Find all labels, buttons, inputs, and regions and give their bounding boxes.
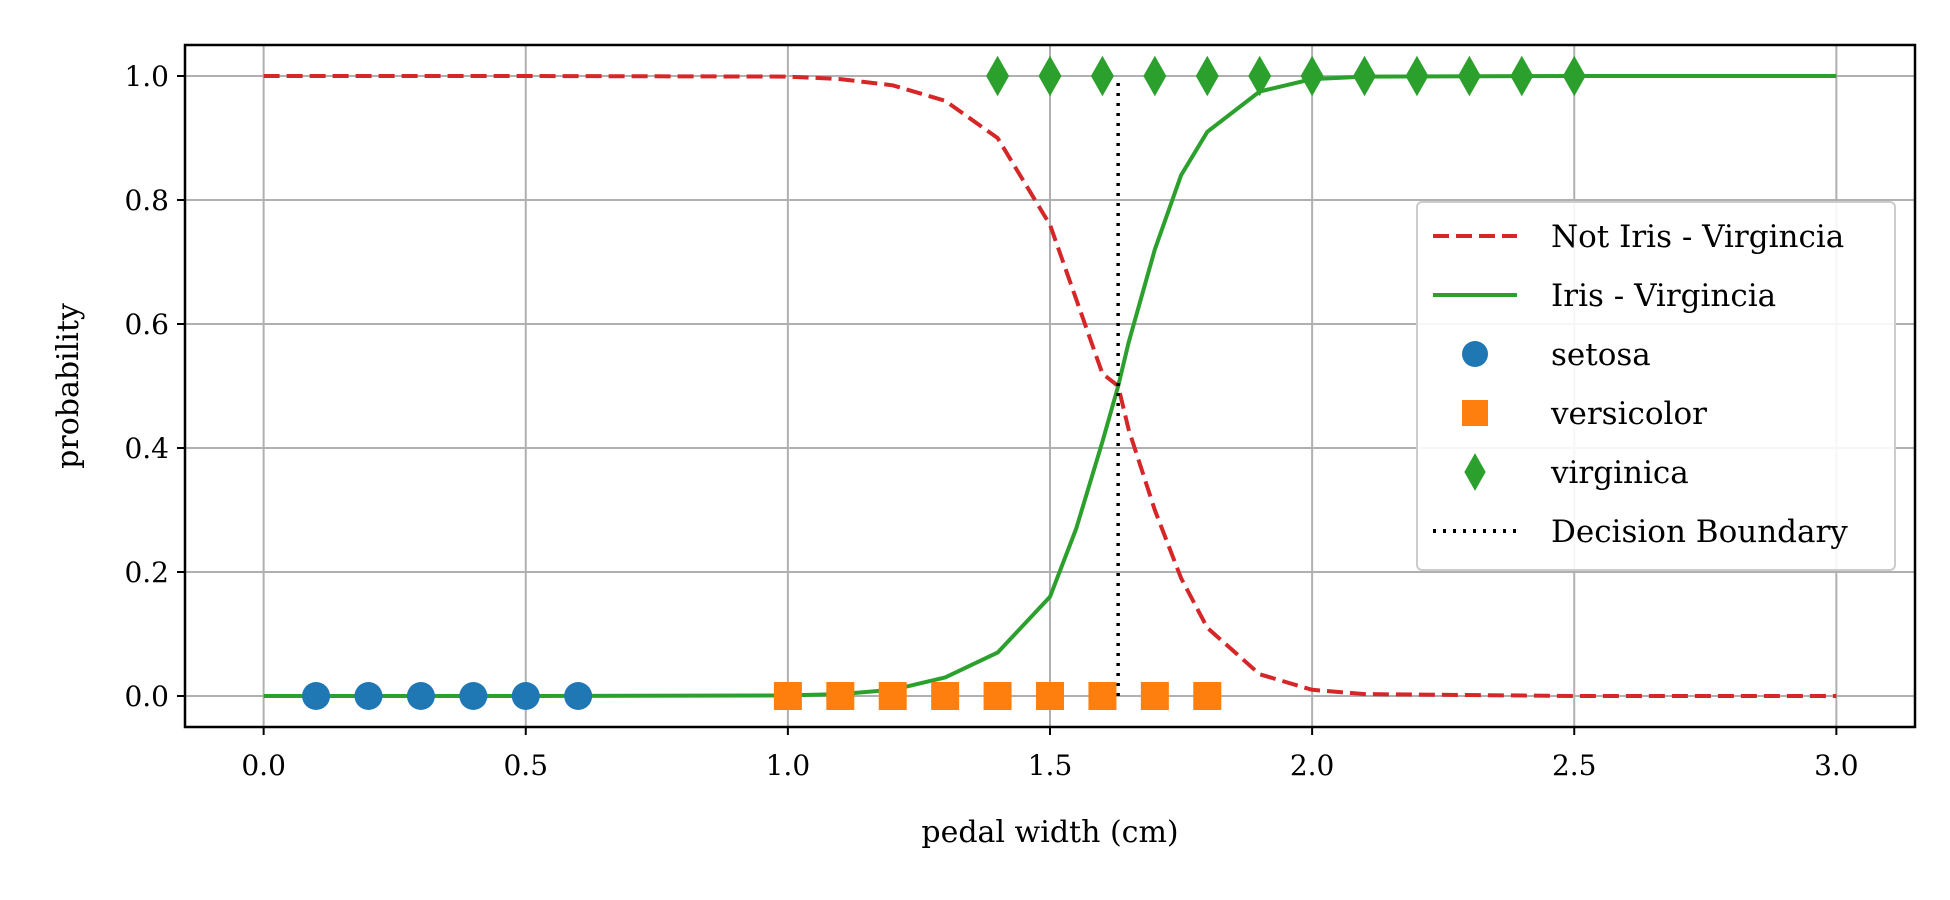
point-setosa-2 bbox=[406, 682, 435, 710]
point-virginica-9 bbox=[1457, 55, 1481, 97]
x-tick-label-3: 1.5 bbox=[1028, 749, 1073, 782]
legend-label-5: Decision Boundary bbox=[1551, 514, 1848, 550]
point-virginica-8 bbox=[1405, 55, 1429, 97]
point-setosa-4 bbox=[511, 682, 540, 710]
point-setosa-0 bbox=[302, 682, 331, 710]
point-virginica-11 bbox=[1562, 55, 1586, 97]
x-tick-label-1: 0.5 bbox=[503, 749, 548, 782]
y-tick-label-1: 0.2 bbox=[124, 556, 169, 589]
point-versicolor-1 bbox=[826, 682, 855, 710]
legend-marker-setosa bbox=[1462, 341, 1488, 367]
x-axis-label: pedal width (cm) bbox=[921, 815, 1178, 850]
point-setosa-5 bbox=[564, 682, 593, 710]
point-virginica-2 bbox=[1090, 55, 1114, 97]
point-setosa-3 bbox=[459, 682, 488, 710]
point-versicolor-2 bbox=[878, 682, 907, 710]
legend-label-3: versicolor bbox=[1550, 396, 1707, 432]
x-tick-label-6: 3.0 bbox=[1814, 749, 1859, 782]
legend: Not Iris - Virgincia Iris - Virgincia seto… bbox=[1416, 201, 1896, 571]
point-virginica-7 bbox=[1353, 55, 1377, 97]
y-tick-label-2: 0.4 bbox=[124, 432, 169, 465]
point-versicolor-8 bbox=[1193, 682, 1222, 710]
legend-label-2: setosa bbox=[1551, 337, 1651, 373]
plot-data bbox=[263, 55, 1837, 710]
point-virginica-1 bbox=[1038, 55, 1062, 97]
point-virginica-3 bbox=[1143, 55, 1167, 97]
point-versicolor-4 bbox=[983, 682, 1012, 710]
legend-label-4: virginica bbox=[1550, 455, 1689, 491]
point-versicolor-6 bbox=[1088, 682, 1117, 710]
legend-label-1: Iris - Virgincia bbox=[1551, 278, 1776, 314]
point-versicolor-7 bbox=[1140, 682, 1169, 710]
point-versicolor-0 bbox=[773, 682, 802, 710]
x-tick-label-5: 2.5 bbox=[1552, 749, 1597, 782]
legend-box bbox=[1416, 201, 1896, 571]
legend-label-0: Not Iris - Virgincia bbox=[1551, 219, 1844, 255]
point-setosa-1 bbox=[354, 682, 383, 710]
point-virginica-0 bbox=[986, 55, 1010, 97]
point-virginica-6 bbox=[1300, 55, 1324, 97]
point-virginica-5 bbox=[1248, 55, 1272, 97]
point-versicolor-3 bbox=[931, 682, 960, 710]
ticks: 0.0 0.5 1.0 1.5 2.0 2.5 3.0 0.0 0.2 0.4 0.6 0.8 1.0 bbox=[124, 60, 1858, 782]
legend-marker-versicolor bbox=[1462, 400, 1488, 426]
x-tick-label-2: 1.0 bbox=[766, 749, 811, 782]
legend-marker-virginica bbox=[1464, 453, 1486, 491]
point-virginica-4 bbox=[1195, 55, 1219, 97]
y-tick-label-0: 0.0 bbox=[124, 680, 169, 713]
y-tick-label-3: 0.6 bbox=[124, 308, 169, 341]
y-tick-label-5: 1.0 bbox=[124, 60, 169, 93]
curve-not-virginica bbox=[263, 74, 1837, 698]
x-tick-label-4: 2.0 bbox=[1290, 749, 1335, 782]
y-tick-label-4: 0.8 bbox=[124, 184, 169, 217]
point-virginica-10 bbox=[1510, 55, 1534, 97]
x-tick-label-0: 0.0 bbox=[241, 749, 286, 782]
point-versicolor-5 bbox=[1036, 682, 1064, 710]
y-axis-label: probability bbox=[51, 303, 86, 469]
